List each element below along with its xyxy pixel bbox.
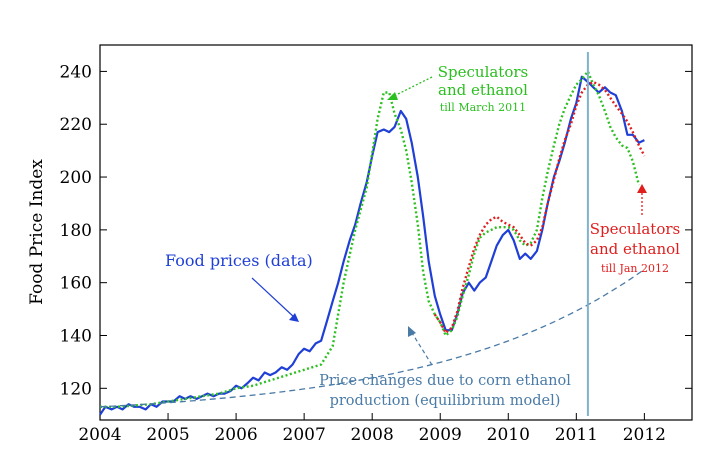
x-tick-label: 2009 <box>419 425 462 445</box>
series-line <box>99 75 645 416</box>
equilibrium-arrow <box>411 332 433 366</box>
y-axis-ticks: 120 140 160 180 200 220 240 <box>60 62 692 399</box>
series-line <box>99 268 645 408</box>
y-tick-label: 140 <box>60 326 92 346</box>
x-tick-label: 2011 <box>555 425 598 445</box>
y-tick-label: 200 <box>60 168 92 188</box>
food-prices-arrow <box>251 277 296 319</box>
y-axis-label: Food Price Index <box>27 159 47 305</box>
series-line <box>100 70 641 408</box>
x-tick-label: 2007 <box>283 425 326 445</box>
equilibrium-label-line2: production (equilibrium model) <box>330 393 561 409</box>
spec2-label-line2: and ethanol <box>590 240 680 258</box>
x-tick-label: 2006 <box>214 425 257 445</box>
spec1-label-line2: and ethanol <box>438 81 528 99</box>
spec1-arrowhead <box>387 92 398 100</box>
food-prices-label: Food prices (data) <box>165 251 313 270</box>
x-tick-label: 2004 <box>78 425 121 445</box>
spec1-label-line3: till March 2011 <box>440 101 526 114</box>
y-tick-label: 120 <box>60 379 92 399</box>
x-tick-label: 2012 <box>623 425 666 445</box>
series-lines <box>99 70 646 416</box>
x-tick-label: 2005 <box>146 425 189 445</box>
x-tick-label: 2010 <box>487 425 530 445</box>
series-line <box>433 80 646 335</box>
food-prices-arrowhead <box>289 313 299 322</box>
y-tick-label: 220 <box>60 115 92 135</box>
x-tick-label: 2008 <box>351 425 394 445</box>
spec2-label-line1: Speculators <box>590 220 680 238</box>
y-tick-label: 160 <box>60 274 92 294</box>
x-axis-ticks: 2004 2005 2006 2007 2008 2009 2010 2011 2012 <box>78 413 666 445</box>
y-tick-label: 240 <box>60 62 92 82</box>
annotations: Food prices (data) Speculators and ethan… <box>165 63 680 409</box>
plot-frame <box>99 44 693 421</box>
y-tick-label: 180 <box>60 221 92 241</box>
spec1-label-line1: Speculators <box>438 63 528 81</box>
spec2-label-line3: till Jan 2012 <box>601 262 669 275</box>
equilibrium-arrowhead <box>408 326 416 337</box>
spec1-arrow <box>391 76 433 98</box>
spec2-arrowhead <box>637 184 647 193</box>
equilibrium-label-line1: Price changes due to corn ethanol <box>319 373 571 389</box>
